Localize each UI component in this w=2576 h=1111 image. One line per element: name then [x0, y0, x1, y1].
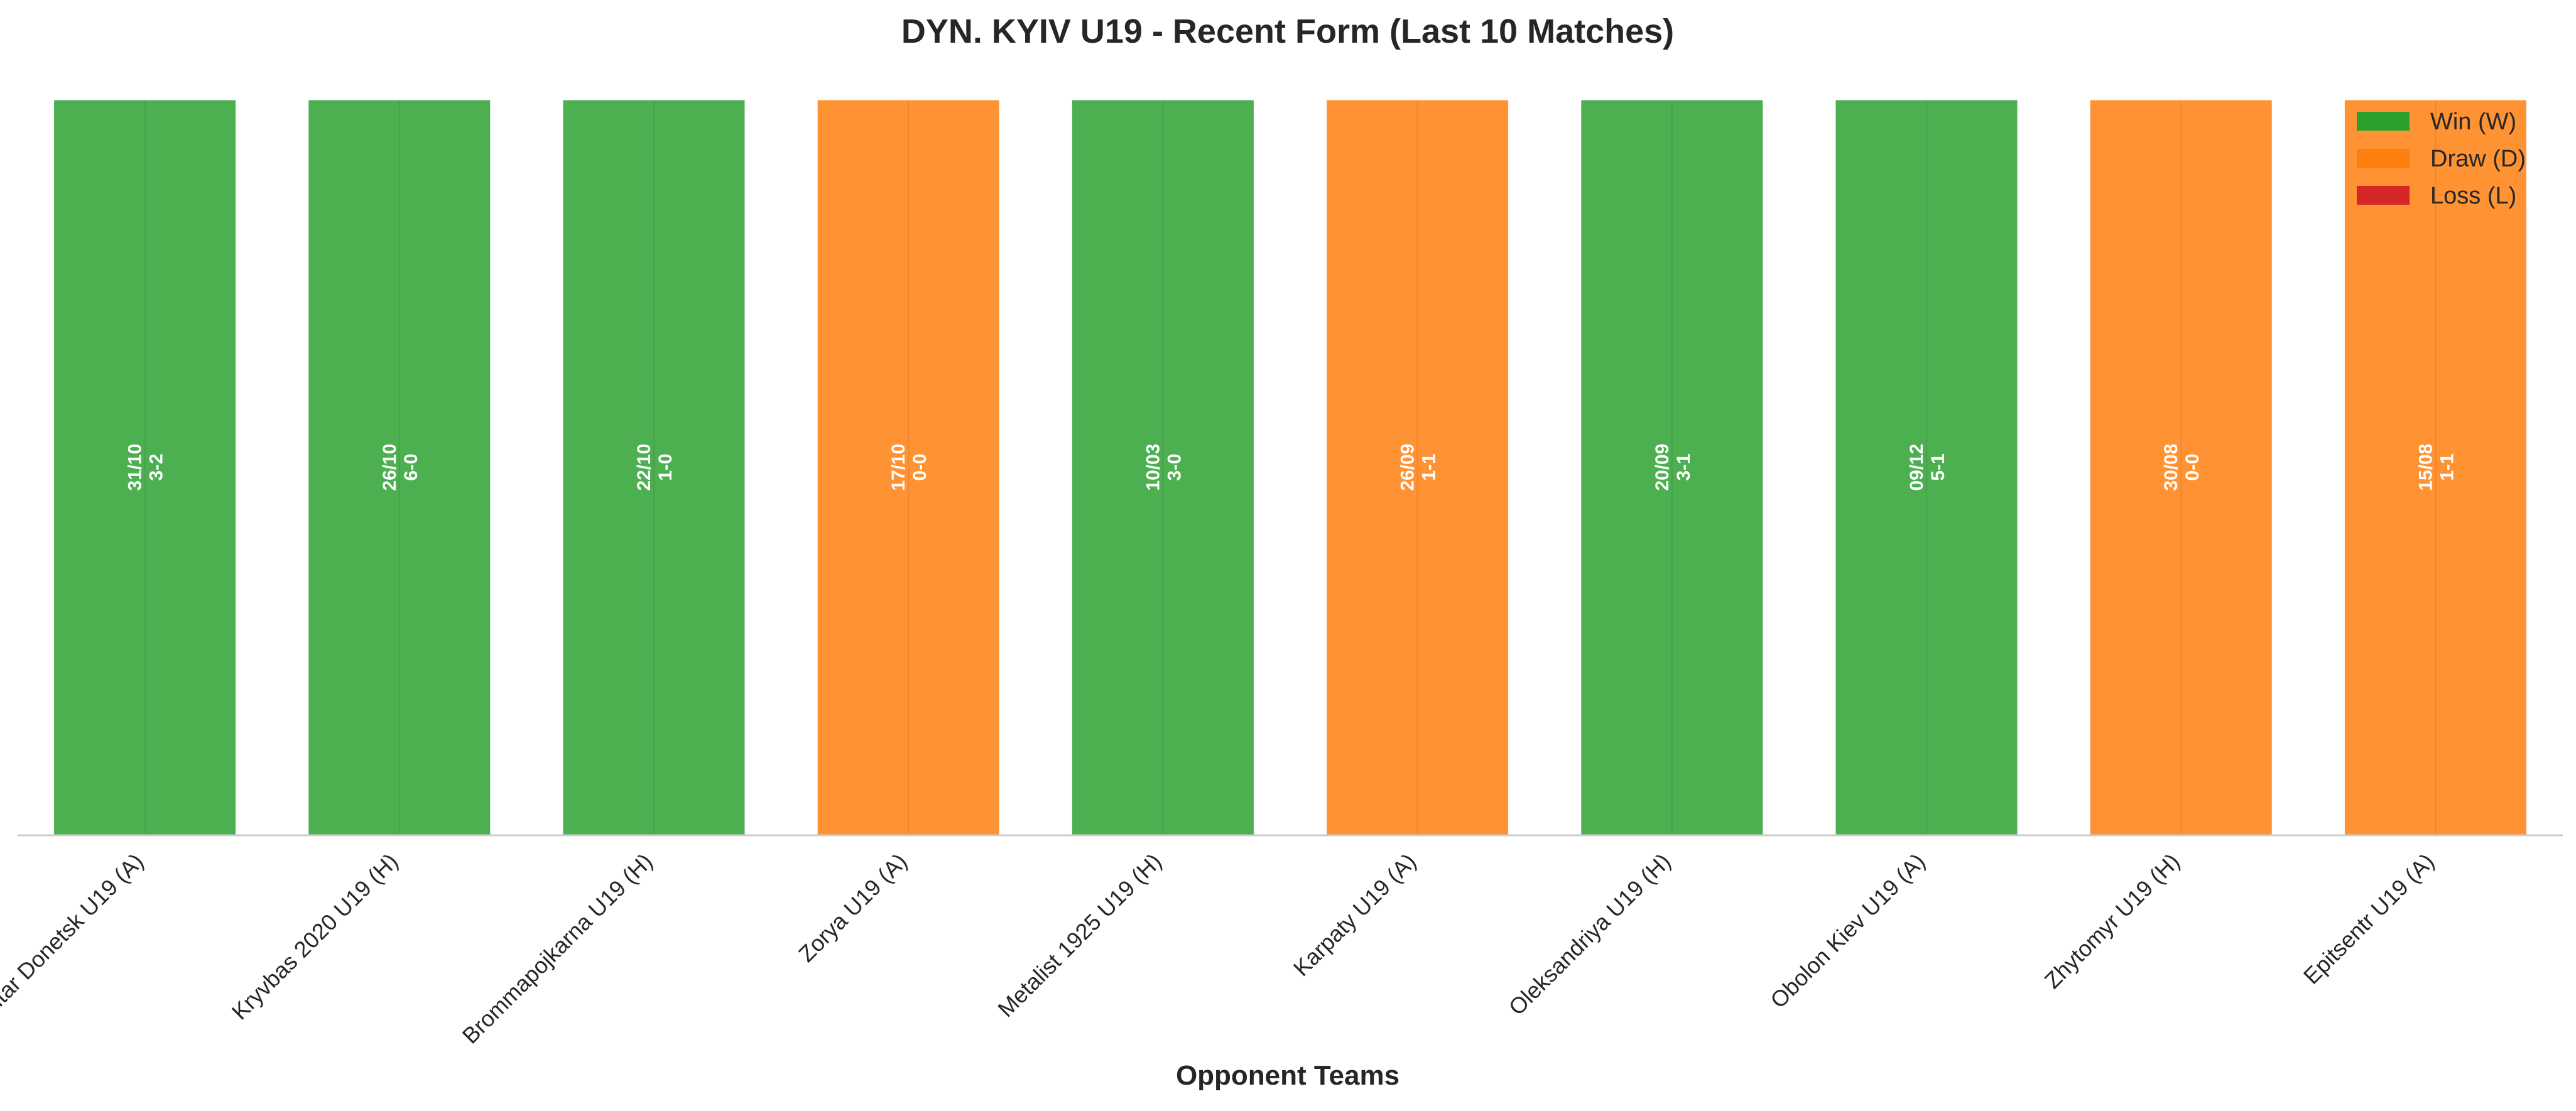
bar-label-2: 26/10 6-0	[379, 443, 421, 490]
x-tick-label: Obolon Kiev U19 (A)	[1765, 848, 1930, 1013]
bar-label-5: 10/03 3-0	[1143, 443, 1185, 490]
bar-date-label: 15/08	[2415, 443, 2436, 490]
x-tick-labels: Shakhtar Donetsk U19 (A) Kryvbas 2020 U19…	[0, 848, 2439, 1053]
legend-swatch-w	[2357, 112, 2410, 131]
bars-layer: 31/10 3-2 26/10 6-0 22/10 1-0 17/10 0-0 10/03 3-0…	[52, 98, 2528, 837]
bar-score-label: 1-1	[2437, 453, 2457, 480]
bar-date-label: 17/10	[888, 443, 909, 490]
bar-score-label: 6-0	[401, 453, 421, 480]
bar-6	[1325, 98, 1511, 837]
bar-label-6: 26/09 1-1	[1398, 443, 1440, 490]
bar-label-10: 15/08 1-1	[2415, 443, 2457, 490]
legend-swatch-l	[2357, 186, 2410, 205]
bar-10	[2342, 98, 2528, 837]
bar-label-7: 20/09 3-1	[1652, 443, 1694, 490]
x-tick-label: Shakhtar Donetsk U19 (A)	[0, 848, 148, 1053]
x-tick-label: Karpaty U19 (A)	[1288, 848, 1421, 982]
bar-label-1: 31/10 3-2	[125, 443, 167, 490]
bar-4	[815, 98, 1001, 837]
bar-7	[1579, 98, 1765, 837]
bar-score-label: 1-1	[1419, 453, 1440, 480]
legend-label-l: Loss (L)	[2430, 183, 2516, 209]
x-tick-label: Metalist 1925 U19 (H)	[992, 848, 1166, 1022]
bar-date-label: 31/10	[125, 443, 146, 490]
bar-1	[52, 98, 238, 837]
bar-date-label: 10/03	[1143, 443, 1163, 490]
bar-score-label: 3-0	[1164, 453, 1185, 480]
bar-label-9: 30/08 0-0	[2161, 443, 2203, 490]
legend-label-w: Win (W)	[2430, 109, 2516, 135]
bar-date-label: 30/08	[2161, 443, 2182, 490]
x-tick-label: Kryvbas 2020 U19 (H)	[227, 848, 403, 1025]
bar-date-label: 26/09	[1398, 443, 1418, 490]
x-axis-label: Opponent Teams	[1176, 1060, 1399, 1091]
x-tick-label: Zhytomyr U19 (H)	[2040, 848, 2185, 994]
bar-score-label: 1-0	[655, 453, 676, 480]
chart-title: DYN. KYIV U19 - Recent Form (Last 10 Mat…	[901, 13, 1674, 50]
legend-label-d: Draw (D)	[2430, 146, 2526, 172]
bar-3	[561, 98, 747, 837]
legend-swatch-d	[2357, 149, 2410, 168]
x-tick-label: Brommapojkarna U19 (H)	[457, 848, 658, 1049]
x-tick-label: Epitsentr U19 (A)	[2298, 848, 2439, 989]
bar-score-label: 0-0	[910, 453, 930, 480]
bar-score-label: 5-1	[1928, 453, 1948, 480]
bar-5	[1070, 98, 1256, 837]
legend: Win (W) Draw (D) Loss (L)	[2357, 109, 2526, 209]
bar-date-label: 26/10	[379, 443, 400, 490]
bar-score-label: 3-2	[146, 453, 167, 480]
bar-score-label: 3-1	[1673, 453, 1694, 480]
bar-date-label: 09/12	[1906, 443, 1927, 490]
bar-date-label: 22/10	[634, 443, 655, 490]
bar-2	[307, 98, 492, 837]
x-tick-label: Oleksandriya U19 (H)	[1504, 848, 1676, 1021]
bar-label-4: 17/10 0-0	[888, 443, 930, 490]
bar-date-label: 20/09	[1652, 443, 1673, 490]
bar-score-label: 0-0	[2182, 453, 2203, 480]
bar-label-8: 09/12 5-1	[1906, 443, 1948, 490]
x-tick-label: Zorya U19 (A)	[793, 848, 912, 967]
bar-label-3: 22/10 1-0	[634, 443, 676, 490]
